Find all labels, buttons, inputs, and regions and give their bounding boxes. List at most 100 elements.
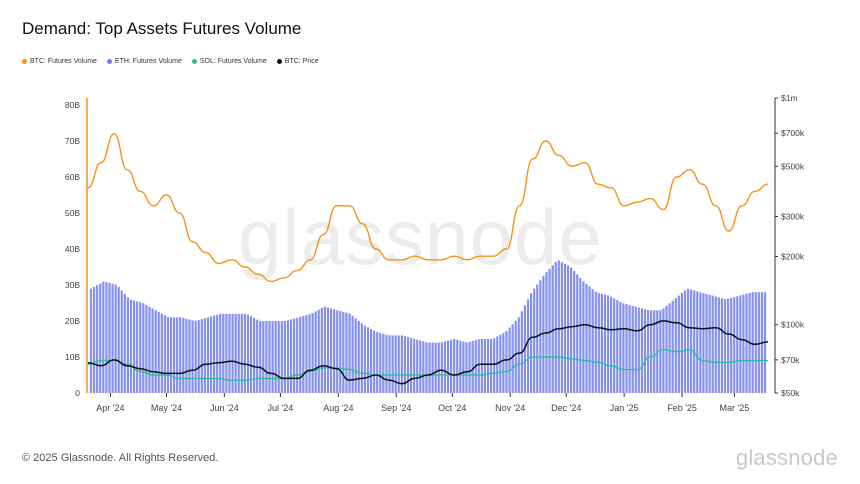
eth-volume-bar bbox=[603, 294, 607, 393]
eth-volume-bar bbox=[176, 317, 179, 393]
x-tick-label: Feb '25 bbox=[667, 403, 697, 413]
eth-volume-bar bbox=[163, 315, 166, 393]
eth-volume-bar bbox=[243, 313, 246, 393]
legend-item-eth-volume[interactable]: ETH: Futures Volume bbox=[106, 58, 182, 65]
eth-volume-bar bbox=[637, 307, 640, 393]
eth-volume-bar bbox=[357, 320, 360, 393]
eth-volume-bar bbox=[348, 313, 351, 393]
eth-volume-bar bbox=[360, 323, 363, 393]
eth-volume-bar bbox=[262, 321, 265, 393]
eth-volume-bar bbox=[403, 336, 407, 393]
y-right-tick-label: $1m bbox=[781, 93, 798, 103]
eth-volume-bar bbox=[431, 342, 434, 393]
eth-volume-bar bbox=[443, 341, 447, 393]
eth-volume-bar bbox=[745, 293, 748, 393]
x-tick-label: Oct '24 bbox=[438, 403, 466, 413]
eth-volume-bar bbox=[373, 330, 376, 393]
eth-volume-bar bbox=[296, 317, 299, 393]
eth-volume-bar bbox=[650, 310, 653, 393]
y-left-tick-label: 60B bbox=[65, 172, 80, 182]
y-right-tick-label: $200k bbox=[781, 251, 805, 261]
glassnode-logo[interactable]: glassnode bbox=[735, 445, 838, 470]
y-left-tick-label: 50B bbox=[65, 208, 80, 218]
eth-volume-bar bbox=[517, 317, 520, 393]
eth-volume-bar bbox=[499, 334, 502, 393]
eth-volume-bar bbox=[172, 317, 176, 393]
eth-volume-bar bbox=[640, 308, 643, 393]
eth-volume-bar bbox=[579, 277, 582, 393]
eth-volume-bar bbox=[662, 308, 665, 393]
eth-volume-bar bbox=[89, 288, 93, 393]
eth-volume-bar bbox=[256, 319, 259, 393]
eth-volume-bar bbox=[92, 286, 96, 393]
eth-volume-bar bbox=[610, 296, 613, 393]
eth-volume-bar bbox=[120, 290, 123, 393]
x-tick-label: Dec '24 bbox=[551, 403, 581, 413]
eth-volume-bar bbox=[388, 335, 391, 393]
eth-volume-bar bbox=[708, 294, 711, 393]
eth-volume-bar bbox=[246, 314, 250, 393]
eth-volume-bar bbox=[422, 341, 425, 393]
eth-volume-bar bbox=[351, 315, 354, 393]
eth-volume-bars bbox=[89, 260, 767, 393]
eth-volume-bar bbox=[696, 291, 699, 393]
eth-volume-bar bbox=[468, 341, 471, 393]
eth-volume-bar bbox=[551, 265, 554, 393]
eth-volume-bar bbox=[225, 313, 228, 393]
eth-volume-bar bbox=[576, 274, 579, 393]
eth-volume-bar bbox=[600, 293, 603, 393]
eth-volume-bar bbox=[622, 303, 625, 393]
legend-label-sol-volume: SOL: Futures Volume bbox=[199, 58, 267, 65]
eth-volume-bar bbox=[206, 317, 210, 393]
eth-volume-bar bbox=[526, 299, 530, 393]
legend-item-btc-price[interactable]: BTC: Price bbox=[276, 58, 319, 65]
eth-volume-bar bbox=[459, 340, 462, 393]
legend-item-btc-volume[interactable]: BTC: Futures Volume bbox=[22, 58, 97, 65]
eth-volume-bar bbox=[425, 342, 428, 393]
eth-volume-bar bbox=[585, 283, 588, 393]
y-axis-right: $50k $70k $100k $200k $300k $500k $700k $1m bbox=[774, 93, 805, 398]
x-axis: Apr '24 May '24 Jun '24 Jul '24 Aug '24 Sep '… bbox=[96, 393, 749, 413]
eth-volume-bar bbox=[114, 284, 117, 393]
eth-volume-bar bbox=[228, 313, 231, 393]
eth-volume-bar bbox=[560, 262, 563, 393]
eth-volume-bar bbox=[234, 313, 237, 393]
eth-volume-bar bbox=[391, 335, 394, 393]
eth-volume-bar bbox=[493, 338, 496, 393]
eth-volume-bar bbox=[625, 304, 628, 393]
eth-volume-bar bbox=[570, 267, 573, 393]
eth-volume-bar bbox=[240, 313, 243, 393]
eth-volume-bar bbox=[711, 295, 714, 393]
legend-swatch-btc-price bbox=[276, 59, 282, 64]
eth-volume-bar bbox=[216, 314, 219, 393]
eth-volume-bar bbox=[323, 306, 326, 393]
legend-item-sol-volume[interactable]: SOL: Futures Volume bbox=[191, 58, 267, 65]
eth-volume-bar bbox=[283, 321, 286, 393]
eth-volume-bar bbox=[514, 320, 517, 393]
eth-volume-bar bbox=[739, 295, 742, 393]
eth-volume-bar bbox=[108, 282, 111, 393]
eth-volume-bar bbox=[406, 337, 410, 393]
x-tick-label: Jun '24 bbox=[210, 403, 239, 413]
eth-volume-bar bbox=[160, 313, 163, 393]
eth-volume-bar bbox=[99, 283, 102, 393]
eth-volume-bar bbox=[259, 321, 262, 393]
chart-legend: BTC: Futures Volume ETH: Futures Volume … bbox=[22, 58, 319, 65]
eth-volume-bar bbox=[634, 306, 637, 393]
x-tick-label: Sep '24 bbox=[381, 403, 411, 413]
eth-volume-bar bbox=[471, 341, 474, 393]
eth-volume-bar bbox=[631, 305, 634, 393]
eth-volume-bar bbox=[213, 315, 216, 393]
eth-volume-bar bbox=[668, 303, 671, 393]
eth-volume-bar bbox=[736, 296, 739, 393]
eth-volume-bar bbox=[237, 313, 240, 393]
eth-volume-bar bbox=[742, 294, 745, 393]
y-right-tick-label: $500k bbox=[781, 161, 805, 171]
eth-volume-bar bbox=[345, 312, 348, 393]
eth-volume-bar bbox=[376, 332, 379, 393]
eth-volume-bar bbox=[757, 292, 760, 393]
eth-volume-bar bbox=[382, 333, 385, 393]
eth-volume-bar bbox=[111, 283, 114, 393]
y-left-tick-label: 20B bbox=[65, 316, 80, 326]
